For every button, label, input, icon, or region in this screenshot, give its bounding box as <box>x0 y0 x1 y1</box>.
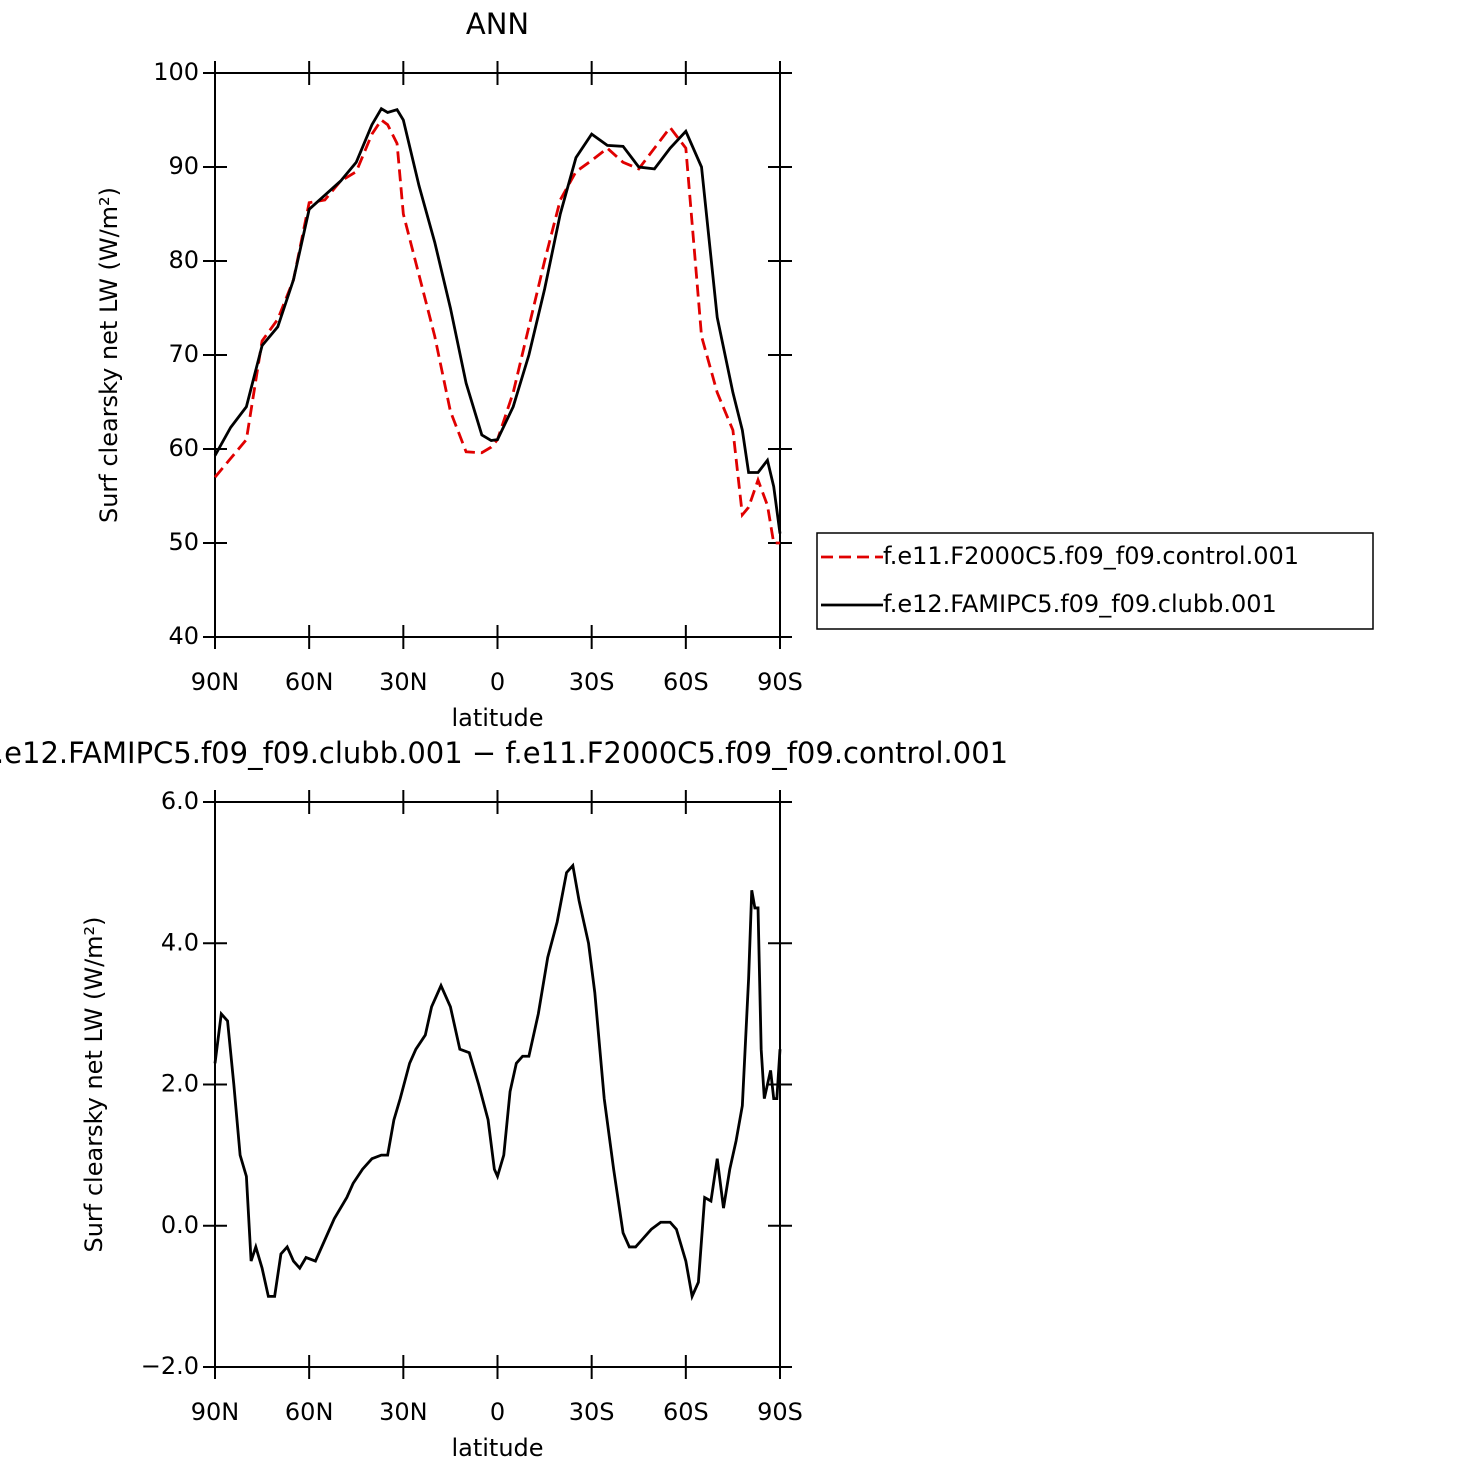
x-tick-label: 0 <box>490 1398 505 1426</box>
y-tick-label: 6.0 <box>161 787 199 815</box>
x-tick-label: 60S <box>663 1398 709 1426</box>
x-tick-label: 30S <box>569 1398 615 1426</box>
y-tick-label: 100 <box>153 58 199 86</box>
data-line <box>213 862 782 1302</box>
x-tick-label: 90S <box>757 668 803 696</box>
data-line <box>213 106 782 534</box>
y-tick-label: 70 <box>168 340 199 368</box>
x-tick-label: 90N <box>191 1398 240 1426</box>
chart-title: f.e12.FAMIPC5.f09_f09.clubb.001 − f.e11.… <box>0 736 1008 770</box>
x-tick-label: 30N <box>379 1398 428 1426</box>
plot-frame <box>214 801 781 1368</box>
y-tick-label: 50 <box>168 528 199 556</box>
x-tick-label: 0 <box>490 668 505 696</box>
y-tick-label: 80 <box>168 246 199 274</box>
x-tick-label: 90N <box>191 668 240 696</box>
y-tick-label: 60 <box>168 434 199 462</box>
x-tick-label: 30N <box>379 668 428 696</box>
y-tick-label: −2.0 <box>141 1352 199 1380</box>
x-axis-label: latitude <box>451 704 543 732</box>
y-tick-label: 90 <box>168 152 199 180</box>
x-tick-label: 60N <box>285 668 334 696</box>
x-tick-label: 60N <box>285 1398 334 1426</box>
data-line <box>213 117 780 545</box>
legend-label: f.e12.FAMIPC5.f09_f09.clubb.001 <box>883 590 1277 618</box>
x-tick-label: 90S <box>757 1398 803 1426</box>
legend-box <box>816 532 1374 630</box>
y-tick-label: 4.0 <box>161 928 199 956</box>
x-axis-label: latitude <box>451 1434 543 1462</box>
legend-label: f.e11.F2000C5.f09_f09.control.001 <box>883 542 1299 570</box>
x-tick-label: 30S <box>569 668 615 696</box>
x-tick-label: 60S <box>663 668 709 696</box>
chart-title: ANN <box>466 7 529 41</box>
y-tick-label: 40 <box>168 622 199 650</box>
plot-frame <box>214 72 781 638</box>
y-tick-label: 0.0 <box>161 1211 199 1239</box>
y-axis-label: Surf clearsky net LW (W/m²) <box>80 916 108 1252</box>
y-tick-label: 2.0 <box>161 1070 199 1098</box>
y-axis-label: Surf clearsky net LW (W/m²) <box>95 187 123 523</box>
